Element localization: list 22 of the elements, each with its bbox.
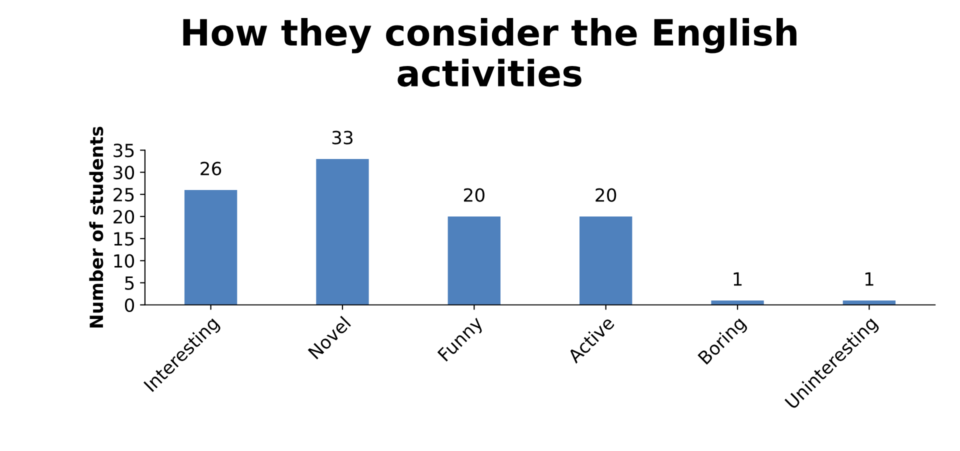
y-tick-label: 25: [114, 188, 134, 202]
y-tick-label: 5: [125, 276, 134, 290]
y-tick-label: 35: [114, 144, 134, 158]
data-label: 26: [200, 162, 222, 176]
y-tick-label: 10: [114, 254, 134, 268]
bar: [580, 216, 632, 305]
data-label: 1: [865, 272, 874, 286]
bar: [316, 159, 369, 305]
bar: [842, 300, 896, 305]
data-label: 20: [464, 188, 484, 202]
y-tick-label: 0: [124, 298, 134, 312]
chart-title: How they consider the English activities: [183, 18, 796, 87]
data-label: 20: [596, 188, 616, 202]
bar: [184, 190, 238, 305]
data-label: 1: [734, 272, 742, 286]
y-tick-label: 15: [114, 232, 134, 246]
y-tick-label: 30: [114, 166, 134, 180]
data-label: 33: [332, 130, 353, 144]
bar: [711, 300, 764, 305]
y-tick-label: 20: [114, 210, 134, 224]
bar: [448, 216, 500, 305]
y-axis-title: Number of students: [89, 126, 104, 328]
